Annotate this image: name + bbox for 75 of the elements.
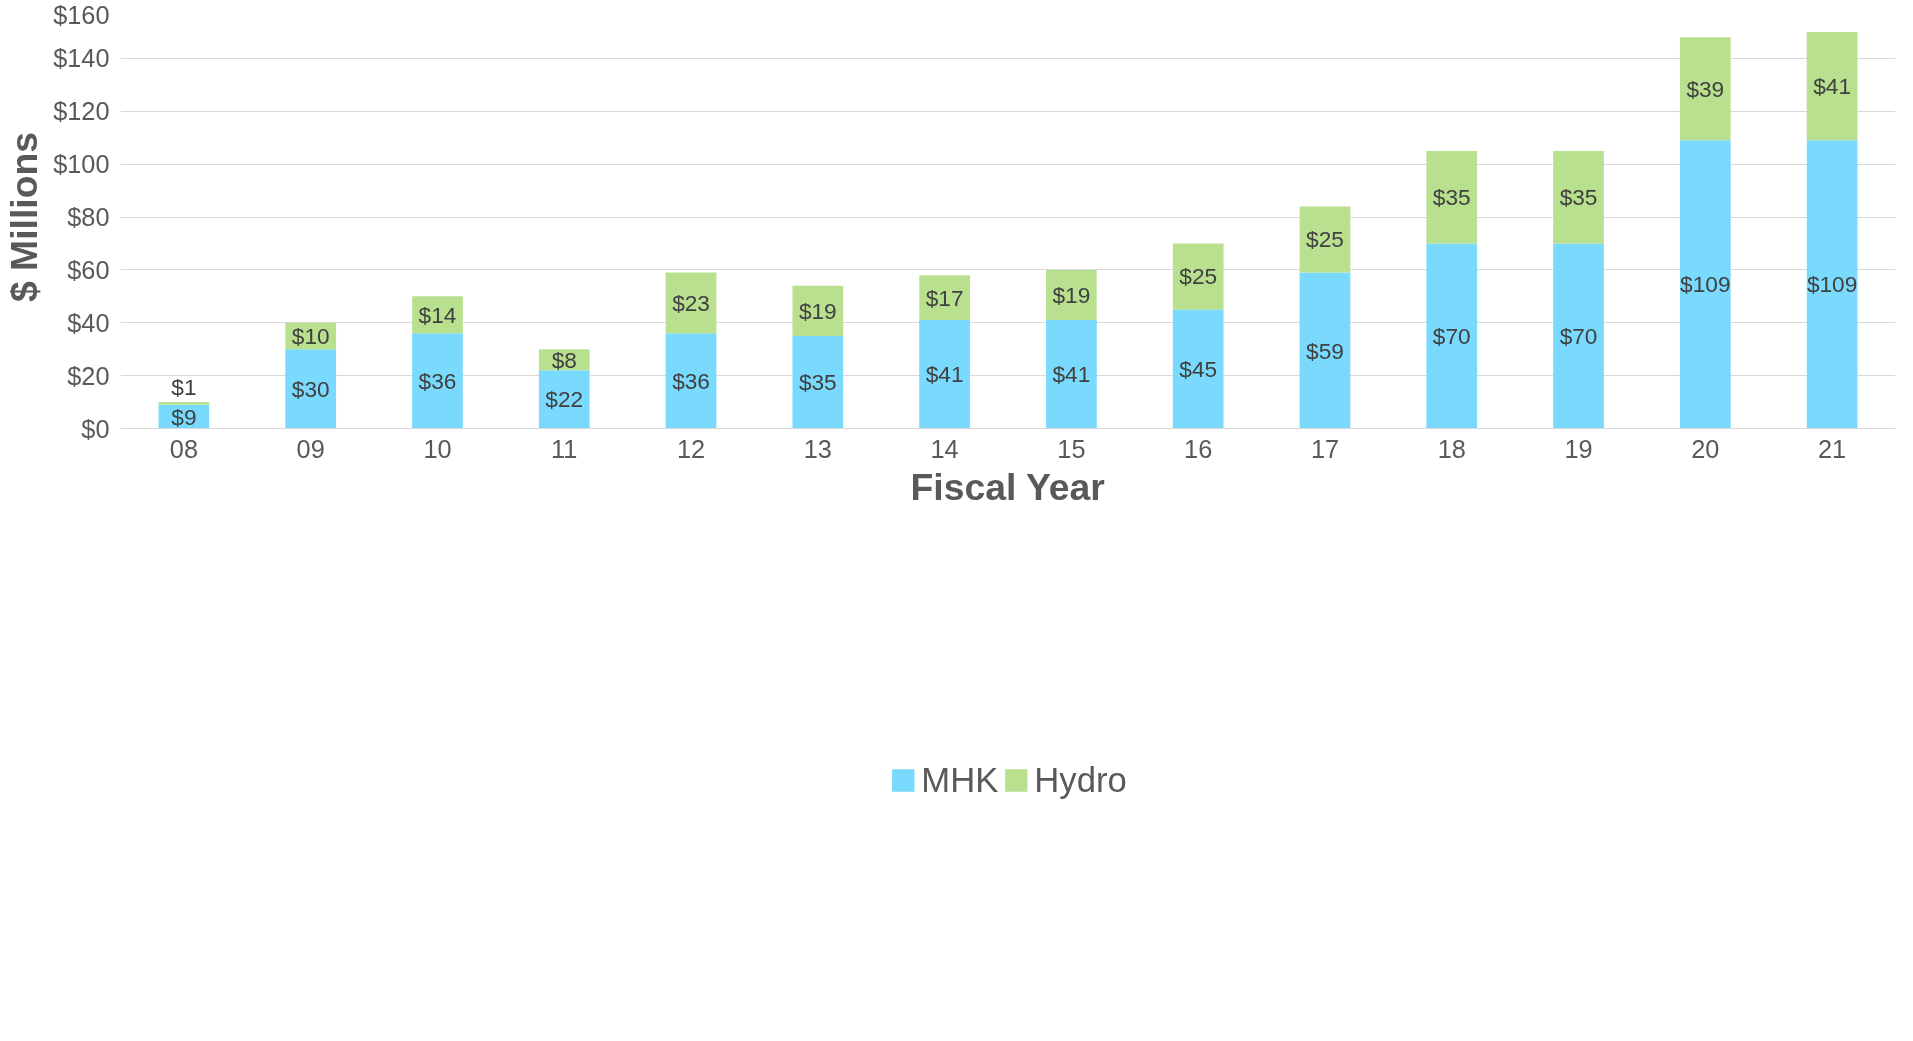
legend-label: MHK (921, 760, 999, 800)
data-label: $10 (291, 322, 330, 349)
x-tick-label: 21 (1818, 434, 1847, 463)
x-tick-label: 13 (803, 434, 832, 463)
data-label: $70 (1432, 322, 1471, 349)
data-label: $70 (1559, 322, 1598, 349)
bar (1299, 206, 1351, 273)
x-tick-label: 10 (423, 434, 452, 463)
data-label: $25 (1306, 226, 1344, 253)
data-label: $19 (798, 297, 837, 324)
data-label: $109 (1680, 271, 1731, 298)
bar (665, 333, 717, 429)
data-label: $19 (1052, 281, 1091, 308)
x-tick-label: 17 (1310, 434, 1340, 463)
data-label: $22 (545, 386, 584, 413)
bar (1553, 243, 1604, 429)
data-label: $9 (171, 403, 197, 430)
bar (1172, 243, 1224, 310)
data-label: $35 (1559, 184, 1598, 211)
data-label: $14 (418, 301, 457, 328)
y-tick-label: $40 (67, 308, 110, 337)
y-tick-label: $0 (81, 414, 110, 443)
data-label: $36 (418, 367, 457, 394)
x-tick-label: 15 (1057, 434, 1086, 463)
y-tick-label: $140 (53, 44, 110, 73)
data-label: $1 (171, 373, 197, 400)
y-tick-label: $160 (53, 0, 110, 29)
data-label: $41 (1052, 361, 1091, 388)
data-label: $36 (672, 367, 710, 394)
x-tick-label: 20 (1691, 434, 1720, 463)
x-tick-label: 14 (930, 434, 959, 463)
y-tick-label: $80 (67, 203, 110, 231)
data-label: $41 (1813, 73, 1852, 100)
bar (412, 333, 463, 429)
x-tick-label: 18 (1437, 434, 1466, 463)
data-label: $30 (291, 375, 330, 402)
y-tick-label: $100 (53, 150, 110, 179)
bar (1426, 150, 1478, 244)
bar (158, 402, 210, 405)
bar (1806, 31, 1858, 141)
data-label: $25 (1179, 263, 1218, 290)
bar (792, 335, 844, 429)
data-label: $23 (672, 289, 710, 316)
x-axis-title: Fiscal Year (910, 465, 1105, 508)
bar (1679, 37, 1731, 141)
bar (285, 349, 337, 429)
bar (538, 370, 590, 429)
bar (1172, 309, 1224, 429)
data-label: $35 (798, 369, 837, 396)
x-tick-label: 19 (1564, 434, 1593, 463)
bar (1426, 243, 1478, 429)
y-tick-label: $120 (53, 97, 110, 126)
bar (1553, 150, 1604, 244)
x-tick-label: 08 (169, 434, 198, 463)
bar (1806, 140, 1858, 429)
data-label: $41 (925, 361, 964, 388)
x-tick-label: 11 (551, 434, 578, 463)
bar (1299, 272, 1351, 429)
data-label: $109 (1806, 271, 1858, 298)
data-label: $8 (551, 346, 577, 373)
y-tick-label: $60 (67, 255, 110, 284)
x-tick-label: 12 (676, 434, 706, 463)
data-label: $45 (1179, 356, 1218, 383)
data-label: $17 (925, 284, 964, 311)
bar (1679, 140, 1731, 429)
bar (919, 320, 970, 429)
legend-label: Hydro (1034, 760, 1127, 800)
data-label: $35 (1432, 184, 1471, 211)
data-label: $39 (1686, 75, 1725, 102)
data-label: $59 (1306, 337, 1344, 364)
y-axis-title: $ Millions (3, 131, 46, 303)
bar (1046, 320, 1097, 429)
y-tick-label: $20 (67, 361, 110, 390)
x-tick-label: 09 (296, 434, 325, 463)
x-tick-label: 16 (1184, 434, 1213, 463)
